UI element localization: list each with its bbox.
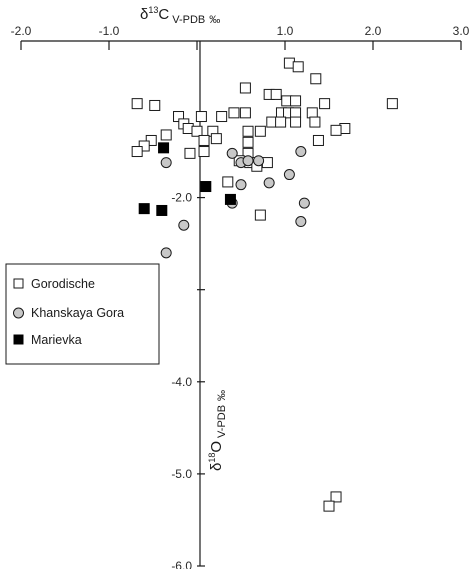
- x-tick-label: 3.0: [453, 24, 470, 38]
- legend: Gorodische Khanskaya Gora Marievka: [5, 263, 160, 365]
- y-tick-label: -5.0: [171, 467, 192, 481]
- x-tick-label: 2.0: [365, 24, 382, 38]
- legend-khanskaya-label: Khanskaya Gora: [31, 306, 124, 320]
- x-tick-label: 1.0: [277, 24, 294, 38]
- gorodische-point: [309, 116, 321, 128]
- khanskaya-gora-point: [160, 157, 172, 169]
- gorodische-point: [270, 88, 282, 100]
- x-tick-label: -1.0: [99, 24, 120, 38]
- khanskaya-gora-point: [295, 216, 307, 228]
- legend-gorodische-label: Gorodische: [31, 277, 95, 291]
- gorodische-point: [323, 500, 335, 512]
- gorodische-point: [261, 157, 273, 169]
- y-axis-title-unit: ‰: [216, 390, 228, 401]
- gorodische-point: [131, 98, 143, 110]
- marievka-point: [158, 142, 170, 154]
- legend-gorodische-marker: [13, 278, 24, 289]
- gorodische-point: [191, 125, 203, 137]
- khanskaya-gora-point: [295, 146, 307, 158]
- khanskaya-gora-point: [235, 179, 247, 191]
- gorodische-point: [239, 82, 251, 94]
- khanskaya-gora-point: [283, 169, 295, 181]
- legend-khanskaya-marker: [13, 307, 24, 319]
- marievka-point: [156, 204, 168, 216]
- gorodische-point: [228, 107, 240, 119]
- gorodische-point: [138, 140, 150, 152]
- gorodische-point: [242, 136, 254, 148]
- legend-marievka-label: Marievka: [31, 333, 82, 347]
- gorodische-point: [290, 95, 302, 107]
- gorodische-point: [292, 61, 304, 73]
- khanskaya-gora-point: [178, 219, 190, 231]
- gorodische-point: [290, 107, 302, 119]
- x-axis-title-unit: ‰: [209, 14, 220, 26]
- gorodische-point: [145, 134, 157, 146]
- gorodische-point: [254, 125, 266, 137]
- khanskaya-gora-point: [226, 147, 238, 159]
- gorodische-point: [386, 98, 398, 110]
- x-axis-title-sub: V-PDB: [172, 14, 205, 26]
- y-axis-title-sup: 18: [207, 453, 217, 463]
- khanskaya-gora-point: [242, 155, 254, 167]
- gorodische-point: [222, 176, 234, 188]
- gorodische-point: [312, 134, 324, 146]
- x-axis-ticks: -2.0 -1.0 1.0 2.0 3.0: [11, 24, 470, 50]
- x-tick-label: -2.0: [11, 24, 32, 38]
- y-tick-label: -2.0: [171, 191, 192, 205]
- gorodische-point: [275, 116, 287, 128]
- gorodische-point: [330, 124, 342, 136]
- y-axis-title-main: O: [208, 441, 225, 453]
- x-axis-title-sup: 13: [148, 5, 158, 15]
- y-tick-label: -6.0: [171, 559, 192, 569]
- y-axis-ticks: -2.0 -4.0 -5.0 -6.0: [171, 191, 205, 569]
- khanskaya-gora-point: [253, 155, 265, 167]
- legend-box: [5, 263, 160, 365]
- gorodische-point: [306, 107, 318, 119]
- gorodische-point: [210, 133, 222, 145]
- khanskaya-gora-point: [263, 177, 275, 189]
- gorodische-point: [149, 99, 161, 111]
- gorodische-point: [242, 125, 254, 137]
- gorodische-point: [330, 491, 342, 503]
- gorodische-point: [184, 147, 196, 159]
- x-axis-title-prefix: δ: [140, 6, 148, 23]
- marievka-point: [200, 181, 212, 193]
- gorodische-point: [216, 111, 228, 123]
- gorodische-point: [198, 146, 210, 158]
- gorodische-point: [239, 107, 251, 119]
- data-points: [131, 57, 398, 512]
- gorodische-point: [254, 209, 266, 221]
- gorodische-point: [290, 116, 302, 128]
- gorodische-point: [131, 146, 143, 158]
- khanskaya-gora-point: [298, 197, 310, 209]
- y-axis-title-prefix: δ: [208, 463, 225, 471]
- gorodische-point: [195, 111, 207, 123]
- marievka-point: [224, 193, 236, 205]
- y-axis-title: δ18O V-PDB ‰: [207, 390, 228, 471]
- y-axis-title-sub: V-PDB: [216, 405, 228, 438]
- y-tick-label: -4.0: [171, 375, 192, 389]
- khanskaya-gora-point: [160, 247, 172, 259]
- marievka-point: [138, 203, 150, 215]
- gorodische-point: [310, 73, 322, 85]
- x-axis-title: δ13C V-PDB ‰: [140, 5, 220, 26]
- x-axis-title-main: C: [158, 6, 169, 23]
- legend-marievka-marker: [13, 334, 24, 345]
- gorodische-point: [319, 98, 331, 110]
- gorodische-point: [198, 134, 210, 146]
- gorodische-point: [160, 129, 172, 141]
